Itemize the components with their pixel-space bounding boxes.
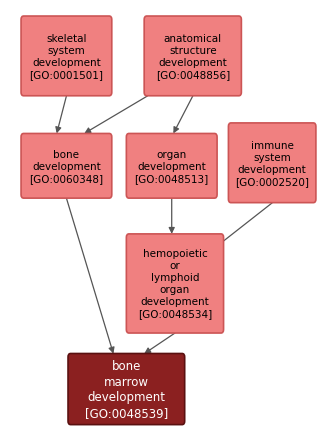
- Text: hemopoietic
or
lymphoid
organ
development
[GO:0048534]: hemopoietic or lymphoid organ developmen…: [138, 249, 212, 319]
- Text: bone
marrow
development
[GO:0048539]: bone marrow development [GO:0048539]: [85, 359, 168, 419]
- Text: immune
system
development
[GO:0002520]: immune system development [GO:0002520]: [235, 141, 309, 186]
- FancyBboxPatch shape: [126, 234, 224, 333]
- Text: anatomical
structure
development
[GO:0048856]: anatomical structure development [GO:004…: [156, 34, 230, 80]
- FancyBboxPatch shape: [228, 124, 316, 203]
- Text: skeletal
system
development
[GO:0001501]: skeletal system development [GO:0001501]: [29, 34, 103, 80]
- Text: organ
development
[GO:0048513]: organ development [GO:0048513]: [134, 150, 209, 183]
- FancyBboxPatch shape: [144, 17, 241, 97]
- FancyBboxPatch shape: [21, 17, 112, 97]
- Text: bone
development
[GO:0060348]: bone development [GO:0060348]: [29, 150, 103, 183]
- FancyBboxPatch shape: [126, 134, 217, 199]
- FancyBboxPatch shape: [21, 134, 112, 199]
- FancyBboxPatch shape: [68, 353, 185, 425]
